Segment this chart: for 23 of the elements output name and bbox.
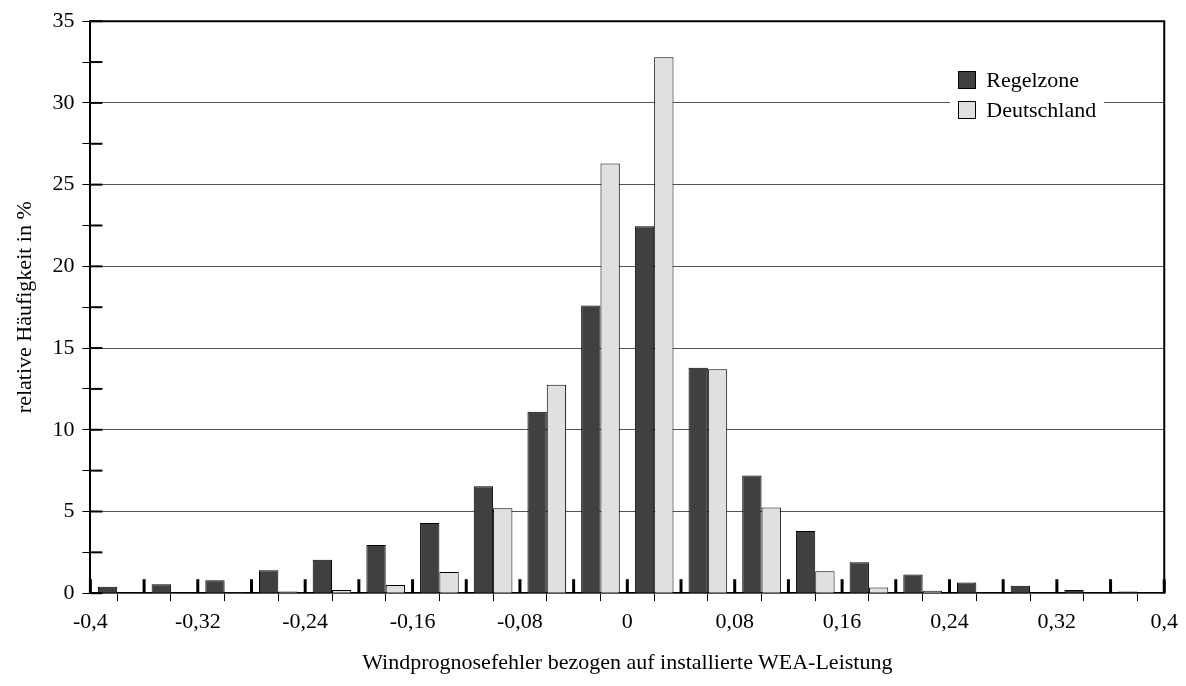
x-tick-label: 0,32 bbox=[1037, 608, 1077, 634]
y-tick-label: 30 bbox=[52, 88, 75, 114]
x-axis-title: Windprognosefehler bezogen auf installierte WEA-Leistung bbox=[362, 648, 893, 674]
x-tick-label: -0,08 bbox=[497, 608, 543, 634]
x-tick-label: -0,24 bbox=[282, 608, 329, 634]
y-axis-title: relative Häufigkeit in % bbox=[10, 201, 36, 414]
x-tick-label: 0,16 bbox=[822, 608, 862, 634]
x-tick-label: -0,16 bbox=[389, 608, 436, 634]
y-tick-label: 20 bbox=[52, 252, 75, 278]
y-tick-label: 25 bbox=[52, 170, 75, 196]
y-tick-label: 35 bbox=[52, 6, 75, 32]
x-tick-label: 0,4 bbox=[1150, 608, 1178, 634]
x-tick-label: 0,08 bbox=[715, 608, 754, 634]
x-tick-label: 0 bbox=[621, 608, 633, 634]
legend-label: Regelzone bbox=[986, 67, 1080, 94]
x-tick-label: -0,4 bbox=[72, 608, 108, 634]
legend-label: Deutschland bbox=[986, 97, 1097, 124]
x-tick-label: -0,32 bbox=[174, 608, 221, 634]
x-tick-label: 0,24 bbox=[930, 608, 969, 634]
y-tick-label: 15 bbox=[52, 333, 75, 359]
y-tick-label: 0 bbox=[63, 578, 75, 604]
y-tick-label: 10 bbox=[52, 415, 75, 441]
y-tick-label: 5 bbox=[63, 497, 75, 523]
